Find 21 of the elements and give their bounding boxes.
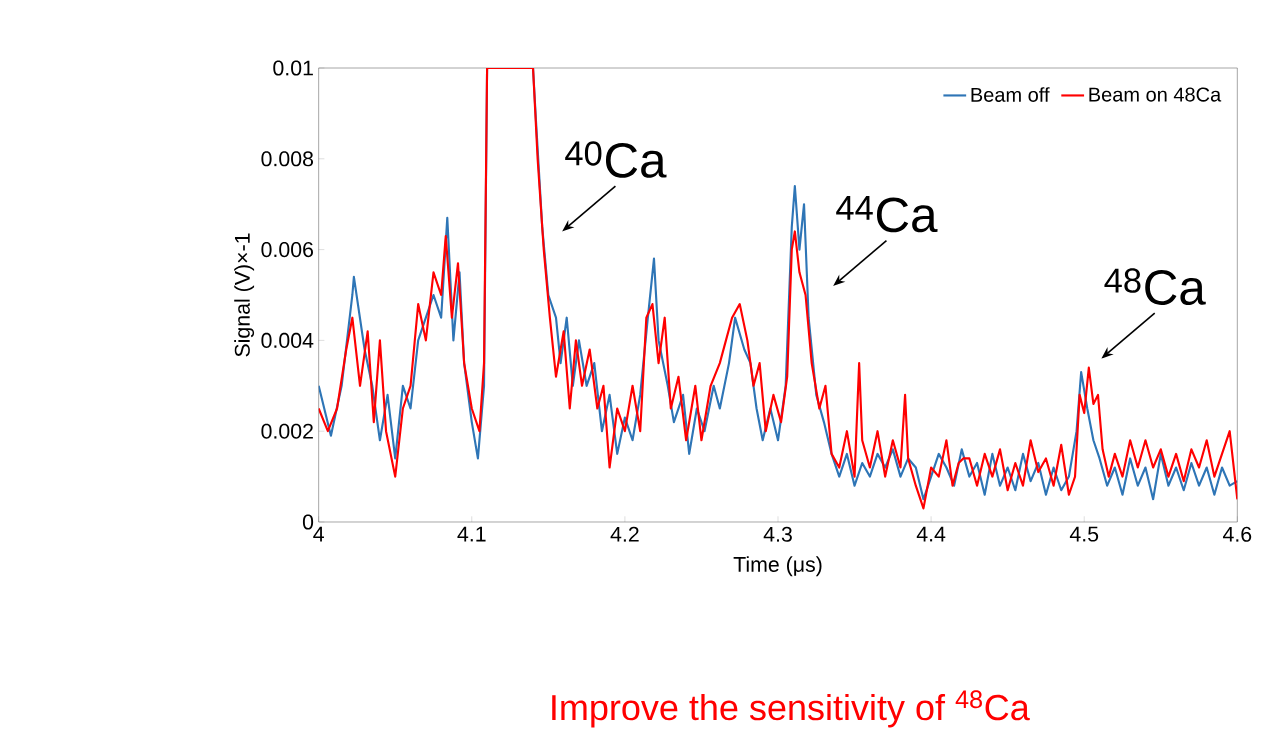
x-axis-title: Time (μs): [733, 556, 822, 577]
annotation: $^{40}$Ca: [565, 141, 667, 178]
y-tick-label: 0.006: [261, 242, 313, 258]
y-tick-label: 0.002: [261, 423, 313, 439]
legend-label: Beam off: [971, 87, 1050, 102]
annotation: $^{44}$Ca: [836, 196, 938, 233]
x-tick-label: 4.4: [916, 526, 946, 542]
y-tick-label: 0.01: [273, 60, 313, 76]
text: Improve the sensitivity of $^{48}$Ca: [552, 690, 1030, 728]
y-tick-label: 0.008: [261, 151, 314, 167]
y-tick-label: 0: [302, 514, 314, 530]
y-axis-title: Signal (V)×-1: [234, 233, 255, 357]
x-tick-label: 4.5: [1069, 526, 1099, 542]
x-tick-label: 4.2: [610, 526, 639, 542]
legend-label: Beam on 48Ca: [1089, 87, 1222, 102]
x-tick-label: 4.1: [457, 526, 486, 542]
y-tick-label: 0.004: [261, 332, 314, 348]
x-tick-label: 4: [313, 526, 324, 542]
x-tick-label: 4.6: [1222, 526, 1252, 542]
x-tick-label: 4.3: [763, 526, 792, 542]
annotation: $^{48}$Ca: [1104, 268, 1206, 305]
